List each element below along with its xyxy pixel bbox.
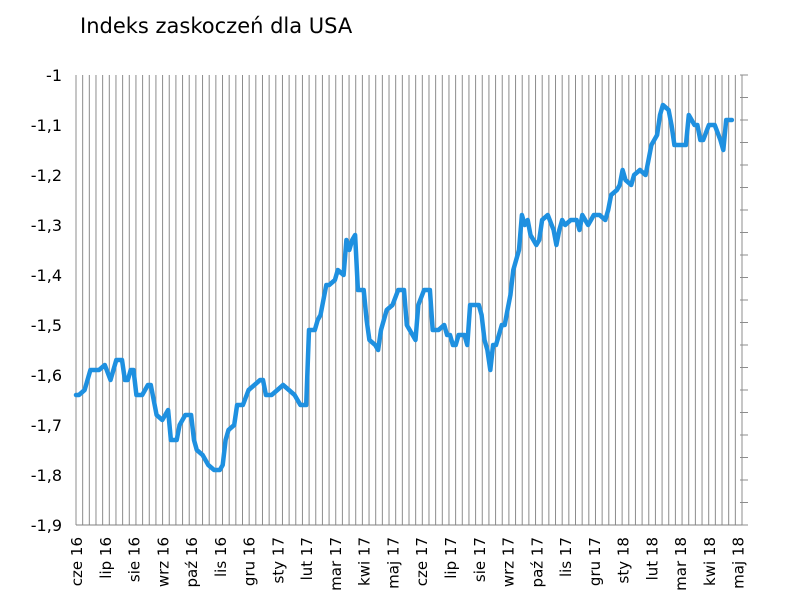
x-tick-label: sie 16 [126,537,144,582]
y-tick-label: -1 [46,66,62,85]
x-tick-label: lut 18 [643,537,661,580]
x-tick-label: kwi 18 [701,537,719,586]
x-tick-label: sty 18 [615,537,633,583]
x-tick-label: lis 17 [557,537,575,577]
right-axis-ticks [740,74,748,526]
y-tick-label: -1,6 [31,366,62,385]
y-axis: -1 -1,1 -1,2 -1,3 -1,4 -1,5 -1,6 -1,7 -1,8 -1,9 [31,66,62,535]
chart-title: Indeks zaskoczeń dla USA [80,14,353,38]
x-tick-label: cze 16 [68,537,86,586]
x-tick-label: lis 16 [212,537,230,577]
y-tick-label: -1,7 [31,416,62,435]
y-tick-label: -1,1 [31,116,62,135]
x-tick-label: cze 17 [413,537,431,586]
x-tick-label: mar 18 [672,537,690,591]
y-tick-label: -1,3 [31,216,62,235]
x-tick-label: wrz 16 [154,537,172,587]
x-tick-label: lut 17 [298,537,316,580]
series-line [73,102,735,473]
y-tick-label: -1,4 [31,266,62,285]
x-tick-label: gru 17 [586,537,604,586]
x-tick-label: lip 16 [97,537,115,579]
x-tick-label: kwi 17 [356,537,374,586]
y-tick-label: -1,5 [31,316,62,335]
y-tick-label: -1,2 [31,166,62,185]
x-tick-label: lip 17 [442,537,460,579]
y-tick-label: -1,9 [31,516,62,535]
x-tick-label: sty 17 [269,537,287,583]
x-tick-label: wrz 17 [500,537,518,587]
x-tick-label: maj 17 [384,537,402,589]
x-tick-label: paź 16 [183,537,201,587]
x-axis: cze 16 lip 16 sie 16 wrz 16 paź 16 lis 16 gru … [68,537,748,591]
vertical-grid [75,75,743,525]
x-tick-label: paź 17 [528,537,546,587]
x-tick-label: mar 17 [327,537,345,591]
x-tick-label: sie 17 [471,537,489,582]
x-tick-label: gru 16 [241,537,259,586]
y-tick-label: -1,8 [31,466,62,485]
x-tick-label: maj 18 [730,537,748,589]
